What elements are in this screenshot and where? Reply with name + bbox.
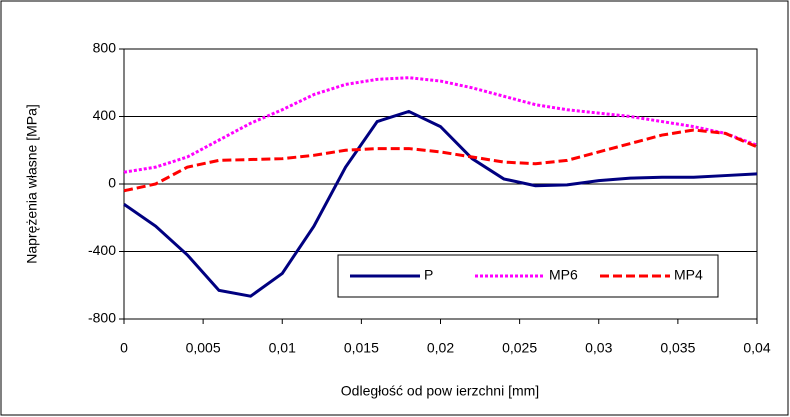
y-tick-label: -400: [88, 242, 116, 258]
x-tick-label: 0,005: [186, 340, 221, 356]
x-tick-label: 0: [120, 340, 128, 356]
legend-label: P: [424, 267, 433, 283]
legend-label: MP4: [674, 267, 703, 283]
plot-area: [123, 48, 758, 320]
x-tick-label: 0,015: [344, 340, 379, 356]
y-tick-label: 800: [93, 40, 117, 56]
x-tick-label: 0,035: [660, 340, 695, 356]
y-tick-label: 400: [93, 107, 117, 123]
y-tick-label: 0: [108, 175, 116, 191]
series-line: [123, 109, 758, 298]
x-tick-label: 0,04: [743, 340, 770, 356]
x-tick-label: 0,03: [585, 340, 612, 356]
x-tick-label: 0,025: [502, 340, 537, 356]
legend-label: MP6: [549, 267, 578, 283]
x-tick-label: 0,02: [427, 340, 454, 356]
x-tick-label: 0,01: [269, 340, 296, 356]
series-line: [123, 76, 758, 174]
x-axis-label: Odległość od pow ierzchni [mm]: [341, 383, 539, 399]
y-axis-label: Naprężenia własne [MPa]: [24, 104, 40, 264]
y-tick-label: -800: [88, 310, 116, 326]
series-line: [123, 128, 758, 193]
